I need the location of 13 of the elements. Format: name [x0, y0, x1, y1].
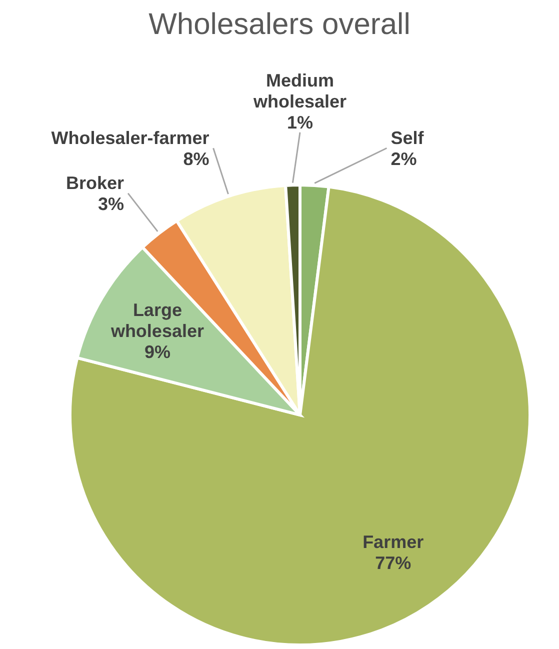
slice-label: Self — [390, 128, 425, 148]
data-label: 2% — [390, 148, 417, 169]
data-label: 1% — [286, 112, 314, 132]
slice-label: Large wholesaler — [110, 300, 204, 342]
slice-label: Medium wholesaler — [252, 70, 347, 112]
slice-label: Broker — [66, 173, 124, 194]
slice-label: Wholesaler-farmer — [51, 128, 210, 148]
data-label: 9% — [144, 342, 170, 362]
data-label: 77% — [375, 552, 412, 573]
chart-title: Wholesalers overall — [148, 8, 410, 41]
data-label: 3% — [98, 194, 124, 214]
slice-label: Farmer — [362, 532, 424, 552]
data-label: 8% — [183, 148, 210, 169]
